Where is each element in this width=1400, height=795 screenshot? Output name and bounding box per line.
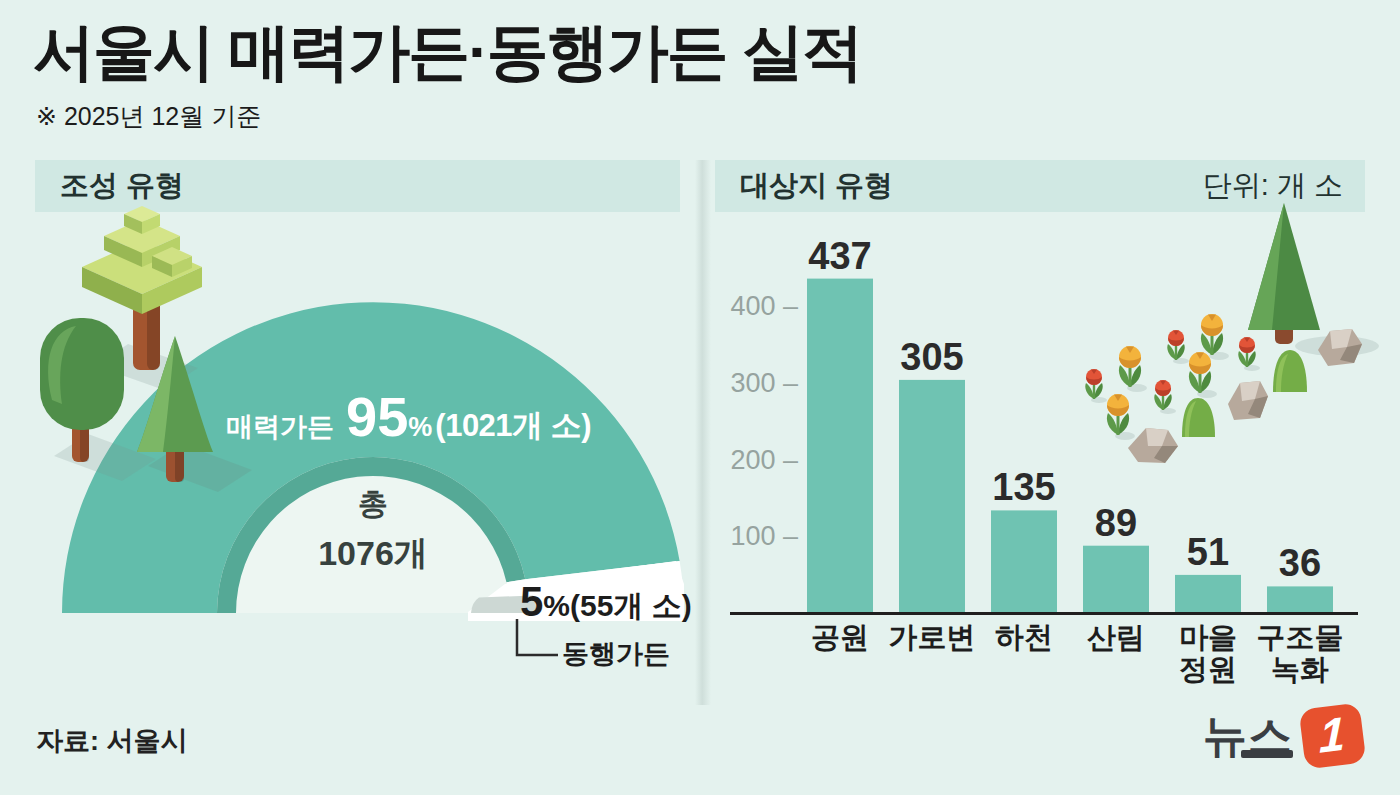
bar-chart-baseline	[730, 612, 1358, 615]
slice-95-pct: 95	[346, 384, 408, 449]
bar-value-label: 305	[862, 336, 1002, 379]
bar-5	[1267, 586, 1333, 614]
slice-5-pct: 5	[520, 578, 543, 626]
slice-5-name: 동행가든	[562, 636, 670, 672]
slice-95-name: 매력가든	[226, 409, 334, 445]
source-credit: 자료: 서울시	[36, 723, 188, 759]
y-axis-tick-label: 200 –	[688, 445, 798, 476]
slice-95-pct-sign: %	[408, 412, 432, 443]
bar-value-label: 36	[1230, 542, 1370, 585]
news1-logo-one: 1	[1319, 705, 1346, 764]
bar-category-label: 구조물 녹화	[1225, 622, 1375, 686]
bar-value-label: 437	[770, 235, 910, 278]
y-axis-tick-label: 300 –	[688, 368, 798, 399]
y-axis-tick-label: 400 –	[688, 291, 798, 322]
garden-illustration	[1085, 203, 1379, 463]
slice-95-label: 매력가든 95 % (1021개 소)	[226, 384, 591, 449]
bar-0	[807, 279, 873, 614]
news1-logo-underline	[1241, 750, 1293, 758]
total-count: 1076개	[288, 531, 458, 577]
slice-5-label: 5 %(55개 소)	[520, 578, 692, 627]
news1-logo-mark: 1	[1299, 703, 1367, 770]
y-axis-tick-label: 100 –	[688, 521, 798, 552]
donut-center-label: 총 1076개	[288, 484, 458, 577]
slice-95-detail: (1021개 소)	[435, 405, 591, 447]
total-word: 총	[288, 484, 458, 525]
slice-5-detail: %(55개 소)	[543, 586, 691, 627]
